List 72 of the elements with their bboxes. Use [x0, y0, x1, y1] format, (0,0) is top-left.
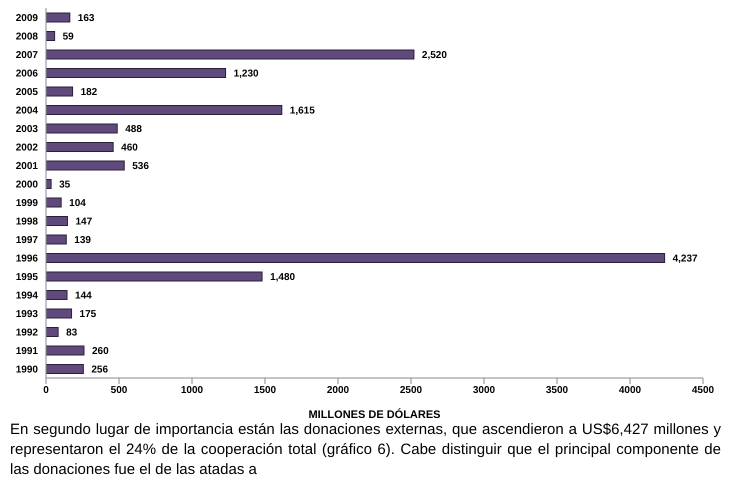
bar: [46, 105, 282, 115]
x-tick-label: 500: [110, 385, 128, 396]
x-axis-title: MILLONES DE DÓLARES: [308, 408, 441, 421]
x-tick-label: 3500: [546, 385, 569, 396]
data-label: 83: [66, 328, 78, 339]
x-tick-label: 0: [43, 385, 50, 396]
bar: [46, 50, 414, 60]
y-tick-label: 1997: [16, 234, 38, 246]
x-tick-label: 2000: [326, 385, 350, 396]
text: En segundo lugar de importancia están las donaciones externas, que ascendieron a US$6,427 millones y representaron el 24% de la cooperación total (gráfico 6). Cabe distinguir que el principal componente de las donaciones fue el de las atadas a: [10, 420, 721, 480]
x-tick-label: 2500: [400, 385, 423, 396]
y-tick-label: 1992: [16, 327, 38, 338]
bar: [46, 308, 72, 318]
bar: [46, 12, 70, 22]
data-label: 163: [78, 13, 95, 24]
x-tick-label: 4000: [618, 385, 642, 396]
data-label: 4,237: [672, 254, 698, 265]
data-label: 488: [125, 124, 142, 136]
bar: [46, 346, 84, 356]
data-label: 139: [74, 235, 92, 246]
bar: [46, 216, 68, 226]
y-tick-label: 2001: [16, 160, 38, 172]
data-label: 1,615: [290, 106, 316, 117]
data-label: 104: [69, 198, 86, 210]
x-tick-label: 1500: [254, 385, 277, 396]
y-tick-label: 1996: [16, 253, 38, 264]
data-label: 175: [80, 309, 97, 320]
bar: [46, 86, 74, 96]
y-tick-label: 2002: [16, 142, 38, 154]
bar: [46, 327, 59, 337]
y-tick-label: 1991: [16, 346, 38, 357]
bar: [46, 234, 67, 244]
data-label: 1,480: [270, 272, 296, 284]
bar: [46, 68, 226, 78]
data-label: 35: [59, 180, 71, 191]
bar: [46, 253, 666, 263]
x-tick-label: 4500: [692, 385, 715, 396]
y-tick-label: 1994: [16, 290, 38, 302]
bar: [46, 364, 84, 374]
y-tick-label: 2006: [16, 68, 38, 80]
bar: [46, 290, 68, 300]
y-tick-label: 2000: [16, 179, 38, 190]
y-tick-label: 2005: [16, 86, 38, 98]
y-tick-label: 1993: [16, 308, 38, 320]
data-label: 59: [62, 32, 74, 43]
data-label: 2,520: [422, 50, 448, 62]
y-tick-label: 1995: [16, 272, 38, 283]
bar: [46, 198, 62, 208]
data-label: 460: [121, 142, 138, 154]
y-tick-label: 1998: [16, 216, 38, 228]
y-tick-label: 2008: [16, 31, 38, 42]
bar: [46, 124, 118, 134]
bar: [46, 160, 125, 170]
bar: [46, 179, 52, 189]
bar: [46, 31, 56, 41]
data-label: 147: [75, 216, 93, 228]
x-tick-label: 3000: [472, 385, 496, 396]
data-label: 536: [132, 161, 150, 172]
data-label: 182: [80, 87, 98, 98]
y-tick-label: 2009: [16, 12, 38, 24]
y-tick-label: 2004: [16, 105, 38, 116]
y-tick-label: 1999: [16, 198, 38, 209]
data-label: 144: [75, 290, 92, 302]
bar: [46, 272, 263, 282]
y-tick-label: 2003: [16, 124, 38, 135]
y-tick-label: 1990: [16, 364, 38, 376]
data-label: 260: [92, 346, 110, 358]
data-label: 256: [91, 364, 108, 376]
bar: [46, 142, 114, 152]
x-tick-label: 1000: [180, 385, 204, 396]
data-label: 1,230: [234, 68, 260, 80]
y-tick-label: 2007: [16, 50, 38, 61]
